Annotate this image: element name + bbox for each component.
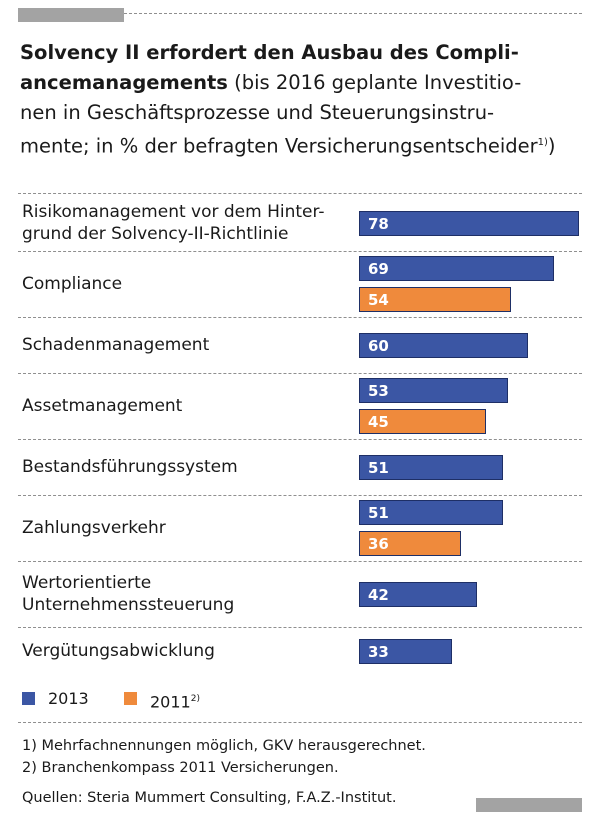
row-divider-4 [18,439,582,440]
bar-2011: 36 [359,531,461,556]
bar-2013: 51 [359,454,503,480]
bar-2013: 33 [359,638,453,664]
bar-2013: 53 [359,378,509,403]
row-divider-0 [18,193,582,194]
category-label: Risikomanagement vor dem Hinter-grund de… [22,202,325,244]
category-label: Vergütungsabwicklung [22,641,215,661]
row-divider-3 [18,373,582,374]
category-label: Zahlungsverkehr [22,518,166,538]
footnote-2: 2) Branchenkompass 2011 Versicherungen. [22,760,339,776]
legend-2013-label: 2013 [48,689,89,708]
bar-2011: 45 [359,409,486,434]
legend-2011-year: 2011 [150,692,191,712]
title-line-4: mente; in % der befragten Versicherungse… [20,134,538,158]
category-label: Compliance [22,274,123,294]
top-accent-bar [18,8,124,22]
bar-2011: 54 [359,287,512,312]
legend-2013-swatch [22,692,35,705]
bar-2013: 51 [359,500,503,525]
title-line-2-bold: ancemanagements [20,71,228,94]
row-divider-7 [18,627,582,628]
row-divider-1 [18,251,582,252]
legend-2011-sup: 2) [190,694,200,704]
bar-2013: 42 [359,581,478,607]
sources: Quellen: Steria Mummert Consulting, F.A.… [22,790,397,806]
row-divider-2 [18,317,582,318]
title-line-2-rest: (bis 2016 geplante Investitio- [227,71,522,94]
category-label: Bestandsführungssystem [22,457,238,477]
category-label: Wertorientierte Unternehmenssteuerung [22,573,235,615]
chart-title: Solvency II erfordert den Ausbau des Com… [20,38,590,162]
bar-2013: 60 [359,332,529,358]
title-line-1: Solvency II erfordert den Ausbau des Com… [20,41,519,64]
legend-2011-swatch [124,692,137,705]
bar-2013: 69 [359,256,554,281]
legend-2011-label: 20112) [150,689,200,712]
row-divider-6 [18,561,582,562]
legend-divider [18,722,582,723]
title-close: ) [547,134,556,158]
top-divider [124,13,582,14]
title-sup: 1) [537,137,548,148]
bottom-accent-bar [476,798,582,812]
row-divider-5 [18,495,582,496]
title-line-3: nen in Geschäftsprozesse und Steuerungsi… [20,101,495,124]
category-label: Assetmanagement [22,396,183,416]
bar-2013: 78 [359,210,579,236]
footnote-1: 1) Mehrfachnennungen möglich, GKV heraus… [22,738,426,754]
category-label: Schadenmanagement [22,335,210,355]
